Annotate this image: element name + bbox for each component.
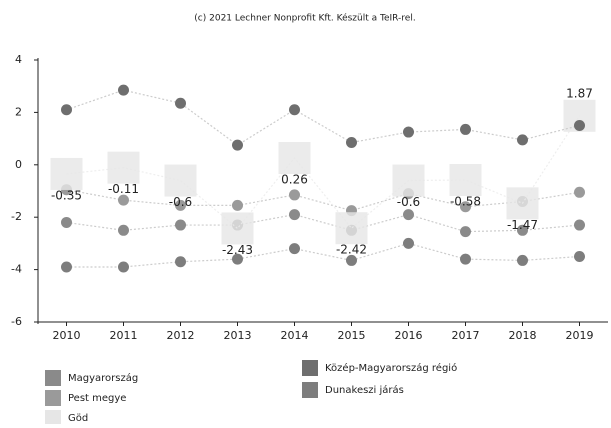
legend-swatch: [302, 382, 318, 398]
point: [449, 163, 482, 196]
y-tick-label: -2: [11, 210, 22, 223]
legend-label: Pest megye: [68, 393, 126, 404]
point: [460, 253, 471, 265]
point: [392, 164, 425, 197]
series-line: [66, 242, 580, 268]
point: [221, 212, 254, 245]
point: [61, 261, 72, 273]
legend-swatch: [302, 360, 318, 376]
legend-swatch: [45, 410, 61, 426]
y-tick-label: 0: [15, 158, 22, 171]
legend-label: Közép-Magyarország régió: [325, 362, 457, 374]
legend-label: Dunakeszi járás: [325, 384, 404, 396]
x-tick-label: 2010: [53, 329, 81, 342]
y-tick-label: -6: [11, 315, 22, 328]
point: [118, 224, 129, 236]
point: [574, 251, 585, 262]
point: [175, 256, 186, 268]
point: [232, 253, 243, 265]
point: [460, 123, 471, 135]
x-tick-label: 2018: [509, 329, 537, 342]
legend-swatch: [45, 370, 61, 386]
point: [335, 212, 368, 245]
point: [175, 199, 186, 211]
point: [506, 187, 539, 220]
data-label: -2.42: [336, 243, 367, 257]
point: [289, 104, 300, 116]
data-label: -1.47: [507, 218, 538, 232]
point: [50, 157, 83, 190]
point: [232, 199, 243, 211]
point: [574, 186, 585, 198]
data-label: 1.87: [566, 86, 593, 100]
point: [574, 219, 585, 231]
data-label: 0.26: [281, 172, 308, 186]
point: [175, 219, 186, 231]
data-label: -0.6: [169, 195, 192, 209]
point: [403, 126, 414, 138]
point: [289, 209, 300, 221]
point: [164, 164, 197, 197]
point: [107, 151, 140, 184]
point: [403, 237, 414, 249]
point: [517, 254, 528, 266]
y-tick-label: -4: [11, 263, 22, 276]
point: [118, 261, 129, 273]
point: [346, 137, 357, 149]
data-label: -0.35: [51, 188, 82, 202]
point: [517, 134, 528, 146]
point: [517, 224, 528, 236]
point: [403, 209, 414, 221]
series-line: [66, 115, 581, 230]
legend-label: Göd: [68, 413, 88, 424]
data-label: -0.6: [397, 195, 420, 209]
x-tick-label: 2017: [452, 329, 480, 342]
point: [460, 201, 471, 213]
x-tick-label: 2015: [338, 329, 366, 342]
data-label: -0.11: [108, 182, 139, 196]
point: [61, 216, 72, 228]
x-tick-label: 2011: [110, 329, 138, 342]
point: [574, 120, 585, 131]
point: [118, 84, 129, 96]
x-tick-label: 2016: [395, 329, 423, 342]
chart-title: (c) 2021 Lechner Nonprofit Kft. Készült …: [194, 13, 415, 24]
point: [460, 226, 471, 238]
point: [278, 141, 311, 174]
x-tick-label: 2013: [224, 329, 252, 342]
data-label: -2.43: [222, 243, 253, 257]
point: [346, 254, 357, 266]
point: [175, 97, 186, 109]
y-tick-label: 4: [15, 53, 22, 66]
x-tick-label: 2014: [281, 329, 309, 342]
series-line: [66, 213, 580, 233]
point: [289, 243, 300, 255]
point: [232, 139, 243, 151]
point: [118, 194, 129, 206]
x-tick-label: 2012: [167, 329, 195, 342]
point: [61, 104, 72, 116]
legend-label: Magyarország: [68, 372, 138, 384]
legend-swatch: [45, 390, 61, 406]
y-tick-label: 2: [15, 105, 22, 118]
x-tick-label: 2019: [566, 329, 594, 342]
series-line: [66, 89, 580, 146]
point: [289, 189, 300, 201]
data-label: -0.58: [450, 194, 481, 208]
